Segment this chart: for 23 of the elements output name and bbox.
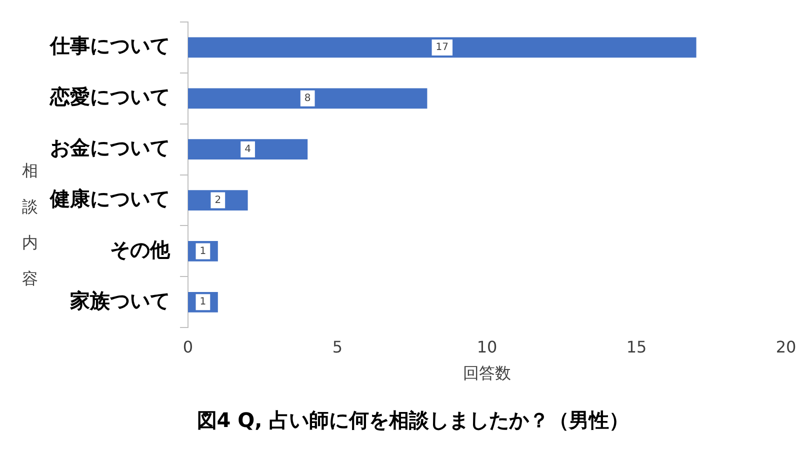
x-tick-label: 20 [776, 337, 796, 356]
data-label: 8 [304, 92, 311, 104]
y-axis-title: 相談内容 [22, 161, 38, 288]
data-label: 17 [436, 42, 449, 54]
y-tick-label: 健康について [49, 186, 170, 210]
data-label: 1 [200, 296, 206, 308]
x-tick-label: 15 [626, 337, 647, 356]
data-label: 2 [214, 194, 222, 206]
bar [188, 139, 308, 160]
text: 図4 Q, 占い師に何を相談しましたか？（男性） [196, 408, 630, 432]
bar [188, 37, 696, 58]
y-tick-label: 恋愛について [49, 84, 170, 109]
x-axis-title: 回答数 [463, 364, 511, 383]
data-label: 1 [200, 246, 206, 257]
y-tick-label: 仕事について [49, 34, 170, 58]
x-tick-label: 10 [476, 337, 498, 356]
y-tick-label: その他 [110, 237, 171, 262]
y-tick-label: 家族ついて [69, 288, 170, 312]
y-tick-label: お金について [50, 136, 170, 160]
bar [188, 88, 428, 109]
x-tick-label: 0 [182, 337, 194, 356]
data-label: 4 [244, 144, 251, 155]
x-tick-label: 5 [332, 337, 343, 356]
